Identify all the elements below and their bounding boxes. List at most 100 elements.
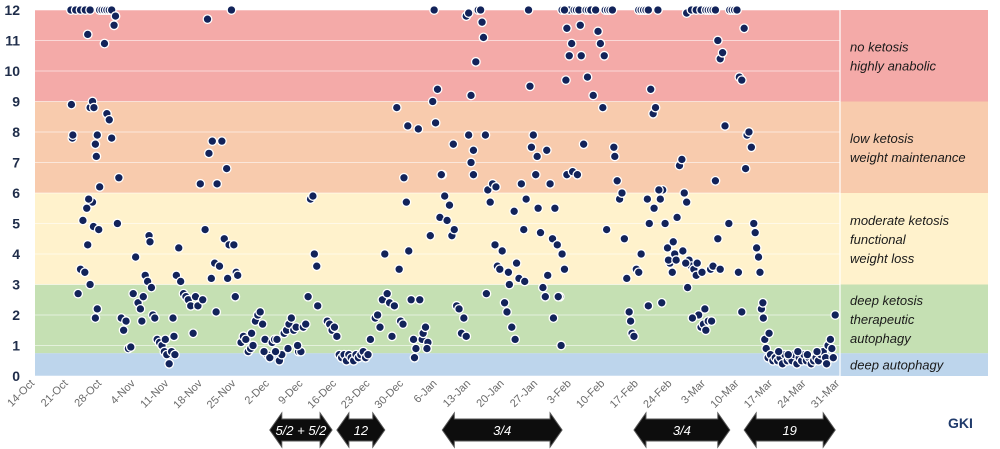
data-point [389, 300, 400, 311]
data-point [248, 340, 258, 351]
data-point [572, 169, 583, 180]
data-point [458, 313, 469, 324]
data-points [65, 5, 841, 369]
fasting-period-label: 3/4 [673, 423, 691, 438]
data-point [746, 142, 757, 153]
data-point [642, 194, 653, 205]
data-point [203, 148, 214, 159]
fasting-arrows: 5/2 + 5/2 12 3/4 3/4 19 [269, 411, 836, 449]
data-point [516, 178, 527, 189]
data-point [85, 279, 96, 290]
data-point [331, 331, 342, 342]
data-point [601, 224, 612, 235]
zone-labels: deep autophagy deep ketosis therapeutic aut… [850, 39, 966, 372]
data-point [504, 279, 515, 290]
data-point [715, 264, 726, 275]
data-point [720, 120, 730, 131]
data-point [82, 29, 93, 40]
data-point [414, 294, 425, 305]
data-point [221, 163, 232, 174]
data-point [146, 282, 157, 293]
data-point [523, 5, 534, 15]
data-point [643, 5, 654, 15]
data-point [99, 38, 110, 49]
data-point [656, 297, 667, 308]
data-point [200, 224, 211, 235]
data-point [77, 215, 88, 226]
data-point [650, 102, 661, 113]
data-point [309, 249, 320, 259]
fasting-period-arrow [633, 411, 731, 449]
data-point [755, 267, 765, 278]
data-point [408, 334, 419, 345]
data-point [556, 340, 567, 351]
data-point [429, 5, 440, 15]
data-point [541, 145, 552, 156]
data-point [300, 319, 311, 330]
data-point [212, 178, 223, 189]
fasting-period-arrow [743, 411, 836, 449]
data-point [420, 322, 431, 333]
zone-label: weight maintenance [850, 150, 966, 165]
data-point [540, 291, 551, 302]
data-point [207, 136, 218, 147]
data-point [736, 307, 747, 317]
data-point [286, 313, 297, 324]
data-point [518, 224, 529, 235]
data-point [548, 313, 559, 324]
data-point [466, 90, 476, 101]
data-point [391, 102, 402, 113]
data-point [792, 346, 803, 357]
data-point [255, 307, 266, 317]
data-point [379, 249, 390, 259]
data-point [85, 5, 96, 15]
data-point [672, 212, 683, 223]
data-point [629, 331, 639, 342]
data-point [607, 5, 618, 15]
data-point [365, 334, 376, 345]
data-point [168, 313, 178, 324]
x-tick-label: 25-Nov [205, 377, 239, 411]
data-point [398, 319, 408, 330]
data-point [409, 352, 420, 363]
y-tick-label: 10 [4, 63, 20, 79]
data-point [506, 322, 517, 333]
data-point [197, 294, 208, 305]
data-point [195, 178, 206, 189]
zone-label: therapeutic [850, 312, 915, 327]
data-point [525, 81, 535, 92]
fasting-period-label: 12 [354, 423, 369, 438]
data-point [821, 358, 832, 369]
data-point [329, 322, 340, 333]
fasting-period-arrow [269, 411, 333, 449]
data-point [463, 8, 474, 19]
data-point [202, 14, 213, 25]
data-point [128, 288, 139, 299]
data-point [468, 169, 479, 180]
data-point [454, 303, 465, 314]
data-point [660, 218, 671, 229]
data-point [138, 291, 149, 302]
data-point [687, 313, 698, 324]
data-point [303, 291, 314, 302]
data-point [257, 319, 268, 330]
data-point [121, 316, 131, 327]
data-point [723, 218, 734, 229]
data-point [480, 130, 491, 141]
data-point [561, 23, 572, 34]
data-point [461, 331, 472, 342]
data-point [576, 50, 587, 61]
data-point [617, 188, 627, 198]
fasting-period-arrow [336, 411, 386, 449]
data-point [169, 349, 180, 360]
data-point [621, 273, 632, 284]
data-point [744, 127, 754, 137]
data-point [88, 102, 99, 113]
data-point [566, 38, 577, 49]
data-point [575, 20, 586, 31]
data-point [149, 313, 160, 324]
x-tick-label: 3-Mar [679, 377, 708, 406]
data-point [466, 157, 476, 168]
data-point [537, 282, 548, 293]
data-point [270, 346, 281, 357]
